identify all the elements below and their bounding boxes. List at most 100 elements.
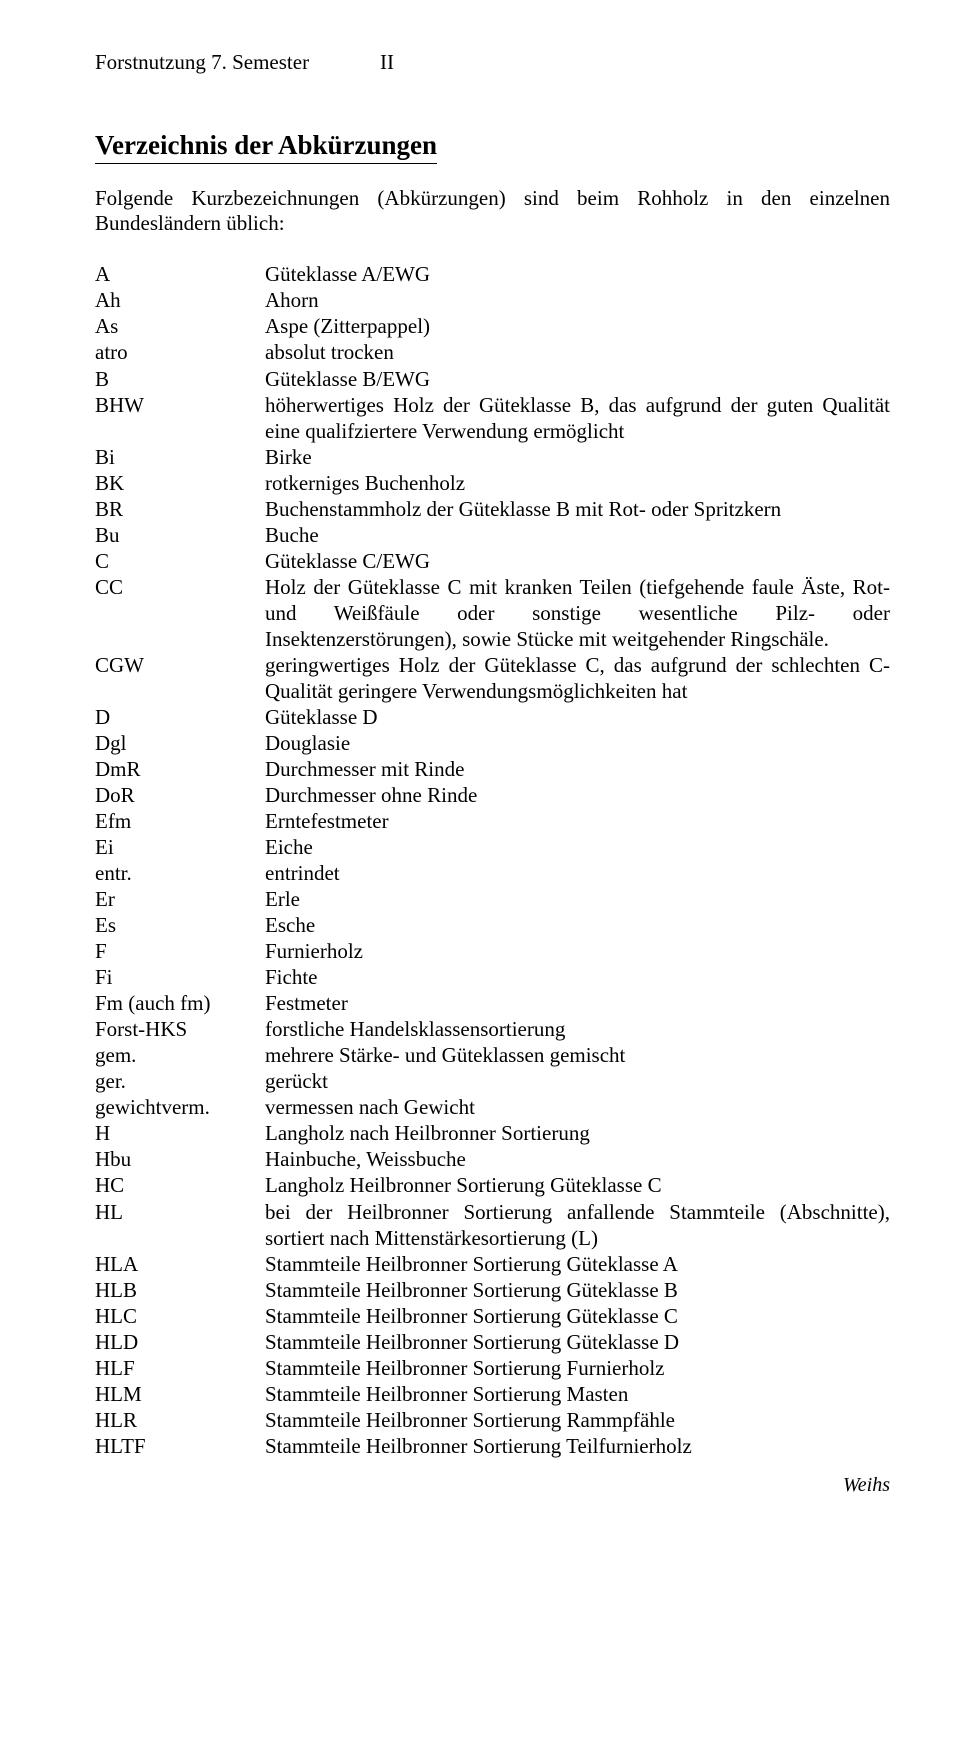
abbreviation-definition: Buche — [265, 522, 890, 548]
footer-author: Weihs — [95, 1474, 890, 1497]
abbreviation-entry: AGüteklasse A/EWG — [95, 261, 890, 287]
abbreviation-term: DoR — [95, 782, 265, 808]
abbreviation-entry: EsEsche — [95, 912, 890, 938]
abbreviation-term: Ei — [95, 834, 265, 860]
abbreviation-term: A — [95, 261, 265, 287]
abbreviation-list: AGüteklasse A/EWGAhAhornAsAspe (Zitterpa… — [95, 261, 890, 1458]
intro-paragraph: Folgende Kurzbezeichnungen (Abkürzungen)… — [95, 186, 890, 236]
abbreviation-term: Fm (auch fm) — [95, 990, 265, 1016]
abbreviation-term: As — [95, 313, 265, 339]
abbreviation-term: Es — [95, 912, 265, 938]
abbreviation-definition: Stammteile Heilbronner Sortierung Gütekl… — [265, 1329, 890, 1355]
abbreviation-term: BK — [95, 470, 265, 496]
abbreviation-entry: FiFichte — [95, 964, 890, 990]
abbreviation-entry: DglDouglasie — [95, 730, 890, 756]
abbreviation-entry: gem.mehrere Stärke- und Güteklassen gemi… — [95, 1042, 890, 1068]
abbreviation-term: BHW — [95, 392, 265, 418]
abbreviation-term: HLTF — [95, 1433, 265, 1459]
abbreviation-term: HC — [95, 1172, 265, 1198]
header-page-number: II — [380, 50, 394, 75]
abbreviation-term: HLF — [95, 1355, 265, 1381]
abbreviation-entry: HbuHainbuche, Weissbuche — [95, 1146, 890, 1172]
abbreviation-term: CGW — [95, 652, 265, 678]
abbreviation-term: atro — [95, 339, 265, 365]
abbreviation-definition: höherwertiges Holz der Güteklasse B, das… — [265, 392, 890, 444]
abbreviation-definition: Douglasie — [265, 730, 890, 756]
abbreviation-definition: geringwertiges Holz der Güteklasse C, da… — [265, 652, 890, 704]
abbreviation-term: F — [95, 938, 265, 964]
abbreviation-term: Forst-HKS — [95, 1016, 265, 1042]
abbreviation-entry: CGüteklasse C/EWG — [95, 548, 890, 574]
abbreviation-entry: HLbei der Heilbronner Sortierung anfalle… — [95, 1199, 890, 1251]
abbreviation-entry: HLBStammteile Heilbronner Sortierung Güt… — [95, 1277, 890, 1303]
abbreviation-term: Er — [95, 886, 265, 912]
abbreviation-definition: Holz der Güteklasse C mit kranken Teilen… — [265, 574, 890, 652]
abbreviation-entry: DmRDurchmesser mit Rinde — [95, 756, 890, 782]
abbreviation-definition: Ahorn — [265, 287, 890, 313]
abbreviation-entry: ger.gerückt — [95, 1068, 890, 1094]
abbreviation-entry: AsAspe (Zitterpappel) — [95, 313, 890, 339]
abbreviation-entry: DoRDurchmesser ohne Rinde — [95, 782, 890, 808]
abbreviation-term: HLA — [95, 1251, 265, 1277]
abbreviation-term: HL — [95, 1199, 265, 1225]
abbreviation-definition: Stammteile Heilbronner Sortierung Gütekl… — [265, 1251, 890, 1277]
abbreviation-entry: entr.entrindet — [95, 860, 890, 886]
abbreviation-definition: Güteklasse D — [265, 704, 890, 730]
document-page: Forstnutzung 7. Semester II Verzeichnis … — [0, 0, 960, 1537]
abbreviation-term: B — [95, 366, 265, 392]
abbreviation-entry: CGWgeringwertiges Holz der Güteklasse C,… — [95, 652, 890, 704]
abbreviation-definition: absolut trocken — [265, 339, 890, 365]
abbreviation-term: Dgl — [95, 730, 265, 756]
page-header: Forstnutzung 7. Semester II — [95, 50, 890, 75]
abbreviation-entry: Forst-HKSforstliche Handelsklassensortie… — [95, 1016, 890, 1042]
abbreviation-term: DmR — [95, 756, 265, 782]
abbreviation-definition: Güteklasse C/EWG — [265, 548, 890, 574]
abbreviation-term: HLM — [95, 1381, 265, 1407]
abbreviation-entry: HLAStammteile Heilbronner Sortierung Güt… — [95, 1251, 890, 1277]
abbreviation-definition: rotkerniges Buchenholz — [265, 470, 890, 496]
abbreviation-term: H — [95, 1120, 265, 1146]
abbreviation-entry: BRBuchenstammholz der Güteklasse B mit R… — [95, 496, 890, 522]
abbreviation-definition: Güteklasse B/EWG — [265, 366, 890, 392]
main-title: Verzeichnis der Abkürzungen — [95, 130, 437, 164]
abbreviation-term: C — [95, 548, 265, 574]
abbreviation-entry: BiBirke — [95, 444, 890, 470]
abbreviation-entry: atroabsolut trocken — [95, 339, 890, 365]
abbreviation-entry: BHWhöherwertiges Holz der Güteklasse B, … — [95, 392, 890, 444]
abbreviation-definition: Erntefestmeter — [265, 808, 890, 834]
abbreviation-term: entr. — [95, 860, 265, 886]
abbreviation-entry: DGüteklasse D — [95, 704, 890, 730]
header-left-text: Forstnutzung 7. Semester — [95, 50, 380, 75]
abbreviation-definition: Langholz Heilbronner Sortierung Güteklas… — [265, 1172, 890, 1198]
abbreviation-entry: FFurnierholz — [95, 938, 890, 964]
abbreviation-entry: HLangholz nach Heilbronner Sortierung — [95, 1120, 890, 1146]
abbreviation-term: BR — [95, 496, 265, 522]
abbreviation-entry: EfmErntefestmeter — [95, 808, 890, 834]
abbreviation-entry: CCHolz der Güteklasse C mit kranken Teil… — [95, 574, 890, 652]
abbreviation-definition: Aspe (Zitterpappel) — [265, 313, 890, 339]
abbreviation-definition: Fichte — [265, 964, 890, 990]
abbreviation-term: Hbu — [95, 1146, 265, 1172]
abbreviation-entry: HLRStammteile Heilbronner Sortierung Ram… — [95, 1407, 890, 1433]
abbreviation-definition: mehrere Stärke- und Güteklassen gemischt — [265, 1042, 890, 1068]
title-container: Verzeichnis der Abkürzungen — [95, 130, 890, 186]
abbreviation-entry: BKrotkerniges Buchenholz — [95, 470, 890, 496]
abbreviation-term: HLB — [95, 1277, 265, 1303]
abbreviation-term: gem. — [95, 1042, 265, 1068]
abbreviation-definition: Festmeter — [265, 990, 890, 1016]
abbreviation-term: CC — [95, 574, 265, 600]
abbreviation-definition: gerückt — [265, 1068, 890, 1094]
abbreviation-definition: forstliche Handelsklassensortierung — [265, 1016, 890, 1042]
abbreviation-entry: HLTFStammteile Heilbronner Sortierung Te… — [95, 1433, 890, 1459]
abbreviation-definition: Durchmesser mit Rinde — [265, 756, 890, 782]
abbreviation-definition: Langholz nach Heilbronner Sortierung — [265, 1120, 890, 1146]
abbreviation-term: Efm — [95, 808, 265, 834]
abbreviation-entry: HCLangholz Heilbronner Sortierung Gütekl… — [95, 1172, 890, 1198]
abbreviation-entry: HLMStammteile Heilbronner Sortierung Mas… — [95, 1381, 890, 1407]
abbreviation-term: Bu — [95, 522, 265, 548]
abbreviation-definition: entrindet — [265, 860, 890, 886]
abbreviation-term: D — [95, 704, 265, 730]
abbreviation-entry: ErErle — [95, 886, 890, 912]
abbreviation-definition: Stammteile Heilbronner Sortierung Gütekl… — [265, 1303, 890, 1329]
abbreviation-definition: Birke — [265, 444, 890, 470]
